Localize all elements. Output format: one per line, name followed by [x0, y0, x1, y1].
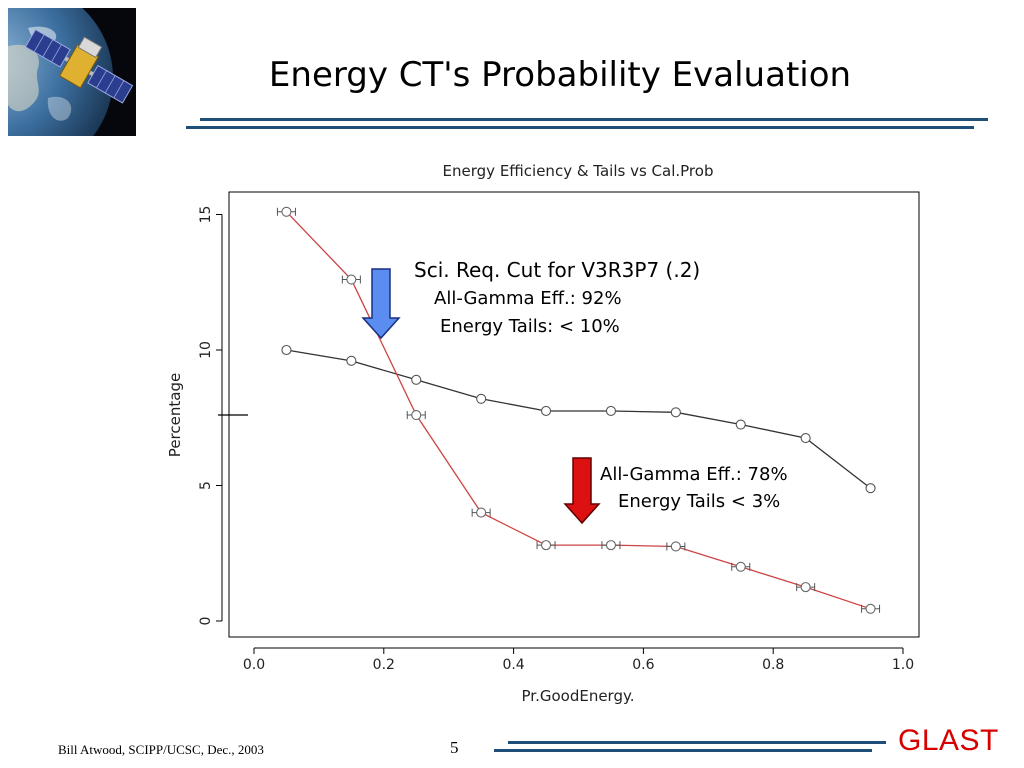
efficiency-point [670, 407, 681, 418]
tails-point [540, 540, 552, 551]
brand-logo-text: GLAST [898, 724, 999, 757]
red-annotation-tails: Energy Tails < 3% [618, 491, 781, 512]
tails-point [346, 274, 357, 285]
footer-divider-bottom [494, 749, 872, 752]
tails-point [865, 603, 876, 614]
efficiency-point [281, 344, 292, 356]
tails-series-line [285, 211, 871, 610]
footer-author: Bill Atwood, SCIPP/UCSC, Dec., 2003 [58, 742, 264, 757]
blue-annotation-efficiency: All-Gamma Eff.: 92% [434, 288, 622, 309]
tails-point [735, 561, 746, 572]
page-number: 5 [450, 738, 459, 757]
x-tick-label: 0.8 [762, 657, 784, 673]
efficiency-point [800, 433, 811, 444]
y-tick-label: 15 [198, 206, 214, 224]
slide-title: Energy CT's Probability Evaluation [268, 55, 852, 95]
title-divider-top [200, 118, 988, 121]
footer-divider-top [508, 741, 886, 744]
efficiency-series-line [286, 349, 871, 489]
efficiency-point [476, 393, 487, 404]
x-tick-label: 0.0 [243, 657, 265, 673]
tails-point [800, 582, 811, 593]
red-annotation-efficiency: All-Gamma Eff.: 78% [600, 464, 788, 485]
tails-point [281, 206, 292, 217]
efficiency-point [540, 405, 552, 417]
tails-point [476, 507, 487, 518]
tails-point [605, 540, 617, 551]
red-arrow-icon [563, 457, 601, 525]
y-axis-label: Percentage [166, 373, 184, 457]
x-tick-label: 0.2 [373, 657, 395, 673]
efficiency-point [411, 374, 422, 385]
glast-satellite-logo [8, 8, 136, 136]
y-tick-label: 5 [198, 481, 214, 490]
blue-arrow-icon [361, 268, 401, 340]
efficiency-point [605, 405, 617, 417]
blue-annotation-tails: Energy Tails: < 10% [440, 316, 620, 337]
y-tick-label: 10 [198, 341, 214, 359]
tails-point [670, 541, 681, 552]
x-tick-label: 0.4 [502, 657, 524, 673]
x-tick-label: 0.6 [632, 657, 654, 673]
x-tick-label: 1.0 [892, 657, 914, 673]
blue-annotation-title: Sci. Req. Cut for V3R3P7 (.2) [414, 258, 701, 282]
tails-point [411, 409, 422, 421]
y-tick-label: 0 [198, 617, 214, 626]
chart-title: Energy Efficiency & Tails vs Cal.Prob [443, 162, 714, 180]
x-axis-label: Pr.GoodEnergy. [522, 687, 635, 705]
efficiency-point [735, 419, 746, 430]
efficiency-point [346, 355, 357, 366]
efficiency-point [865, 483, 876, 494]
title-divider-bottom [186, 126, 974, 129]
